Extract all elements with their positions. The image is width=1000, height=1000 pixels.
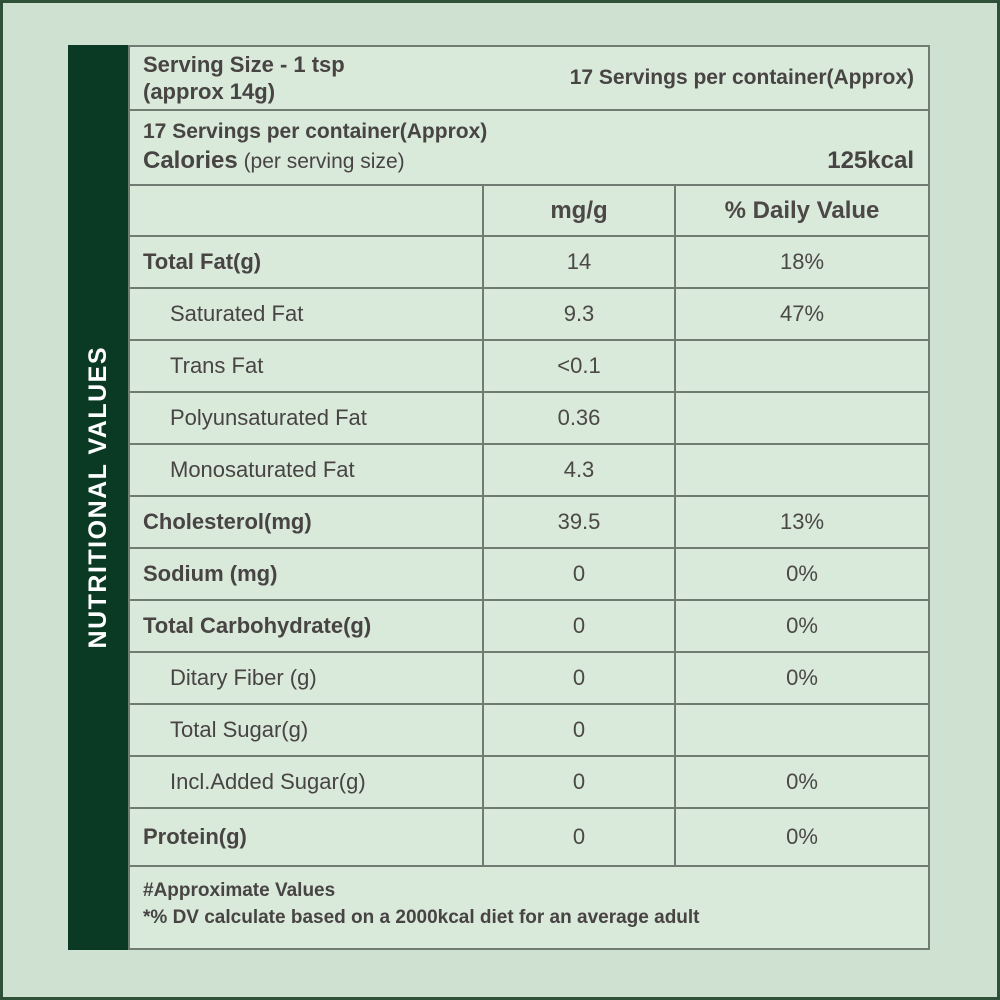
table-row-saturated-fat: Saturated Fat 9.3 47%	[130, 287, 928, 339]
row-dv: 13%	[674, 497, 928, 547]
sidebar: NUTRITIONAL VALUES	[68, 45, 128, 950]
row-dv	[674, 445, 928, 495]
table-row-added-sugar: Incl.Added Sugar(g) 0 0%	[130, 755, 928, 807]
row-dv: 47%	[674, 289, 928, 339]
table-row-cholesterol: Cholesterol(mg) 39.5 13%	[130, 495, 928, 547]
row-value: 14	[482, 237, 674, 287]
calories-sublabel: (per serving size)	[243, 150, 405, 173]
row-value: 0.36	[482, 393, 674, 443]
footnote-approximate: #Approximate Values	[143, 880, 336, 901]
row-label: Total Sugar(g)	[170, 717, 309, 742]
table-row-protein: Protein(g) 0 0%	[130, 807, 928, 865]
row-label: Trans Fat	[170, 353, 264, 378]
row-label: Ditary Fiber (g)	[170, 665, 317, 690]
calories-row: 17 Servings per container(Approx) Calori…	[130, 109, 928, 184]
table-row-total-sugar: Total Sugar(g) 0	[130, 703, 928, 755]
row-value: 0	[482, 809, 674, 865]
footnote-dv-basis: *% DV calculate based on a 2000kcal diet…	[143, 907, 700, 928]
row-dv	[674, 393, 928, 443]
table-row-trans-fat: Trans Fat <0.1	[130, 339, 928, 391]
row-value: 0	[482, 549, 674, 599]
servings-per-container-repeat: 17 Servings per container(Approx)	[143, 120, 488, 143]
row-label: Protein(g)	[143, 824, 247, 849]
table-row-sodium: Sodium (mg) 0 0%	[130, 547, 928, 599]
row-dv	[674, 705, 928, 755]
nutrition-table: Serving Size - 1 tsp (approx 14g) 17 Ser…	[128, 45, 930, 950]
row-dv: 0%	[674, 601, 928, 651]
row-value: 39.5	[482, 497, 674, 547]
table-row-total-fat: Total Fat(g) 14 18%	[130, 235, 928, 287]
row-dv: 0%	[674, 809, 928, 865]
row-label: Total Carbohydrate(g)	[143, 613, 372, 638]
sidebar-vertical-title: NUTRITIONAL VALUES	[83, 346, 112, 649]
footnotes: #Approximate Values *% DV calculate base…	[130, 865, 928, 948]
table-row-total-carbohydrate: Total Carbohydrate(g) 0 0%	[130, 599, 928, 651]
table-row-dietary-fiber: Ditary Fiber (g) 0 0%	[130, 651, 928, 703]
table-row-polyunsaturated-fat: Polyunsaturated Fat 0.36	[130, 391, 928, 443]
row-dv: 0%	[674, 549, 928, 599]
row-dv: 0%	[674, 757, 928, 807]
row-label: Incl.Added Sugar(g)	[170, 769, 366, 794]
header-dv-cell: % Daily Value	[674, 186, 928, 235]
serving-size-line2: (approx 14g)	[143, 79, 276, 104]
row-value: 0	[482, 757, 674, 807]
table-header-row: mg/g % Daily Value	[130, 184, 928, 235]
row-label: Saturated Fat	[170, 301, 304, 326]
calories-line: Calories (per serving size) 125kcal	[143, 147, 914, 175]
row-label: Total Fat(g)	[143, 249, 262, 274]
row-label: Polyunsaturated Fat	[170, 405, 367, 430]
header-amount-cell: mg/g	[482, 186, 674, 235]
table-row-monosaturated-fat: Monosaturated Fat 4.3	[130, 443, 928, 495]
row-value: 0	[482, 705, 674, 755]
row-value: 0	[482, 653, 674, 703]
calories-label-wrap: Calories (per serving size)	[143, 147, 405, 175]
row-dv	[674, 341, 928, 391]
calories-label: Calories	[143, 147, 238, 174]
serving-size-label: Serving Size - 1 tsp (approx 14g)	[143, 51, 345, 106]
row-dv: 18%	[674, 237, 928, 287]
servings-per-container: 17 Servings per container(Approx)	[569, 66, 914, 89]
row-value: 0	[482, 601, 674, 651]
serving-size-row: Serving Size - 1 tsp (approx 14g) 17 Ser…	[130, 47, 928, 109]
row-label: Cholesterol(mg)	[143, 509, 312, 534]
row-label: Sodium (mg)	[143, 561, 278, 586]
row-value: <0.1	[482, 341, 674, 391]
header-blank-cell	[130, 186, 482, 235]
row-label: Monosaturated Fat	[170, 457, 355, 482]
row-value: 4.3	[482, 445, 674, 495]
row-value: 9.3	[482, 289, 674, 339]
calories-value: 125kcal	[827, 147, 914, 174]
serving-size-line1: Serving Size - 1 tsp	[143, 51, 345, 77]
row-dv: 0%	[674, 653, 928, 703]
nutrition-label: NUTRITIONAL VALUES Serving Size - 1 tsp …	[68, 45, 930, 950]
